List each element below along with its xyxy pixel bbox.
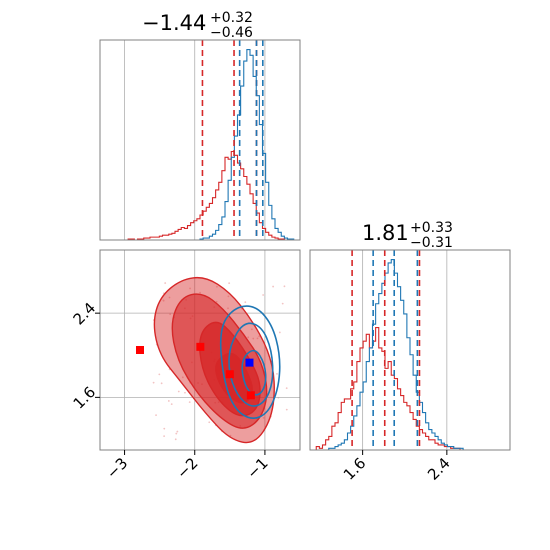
scatter-dot: [216, 285, 218, 288]
scatter-dot: [215, 300, 218, 303]
scatter-dot: [160, 382, 163, 385]
scatter-dot: [278, 331, 281, 334]
scatter-dot: [176, 430, 179, 433]
scatter-dot: [164, 282, 167, 284]
scatter-dot: [174, 438, 177, 441]
scatter-dot: [181, 376, 184, 379]
x-tick-label-param0: −1: [243, 454, 271, 482]
title-param1-minus: −0.31: [410, 235, 453, 251]
x-tick-label-param1: 2.4: [424, 454, 454, 484]
title-param1: 1.81: [362, 221, 409, 245]
scatter-dot: [256, 337, 259, 340]
scatter-dot: [227, 307, 229, 310]
scatter-dot: [158, 373, 161, 376]
scatter-dot: [175, 432, 178, 435]
title-param0-plus: +0.32: [210, 10, 253, 26]
contour-blue: [241, 349, 267, 396]
scatter-dot: [285, 387, 288, 390]
axes-background: [100, 40, 300, 240]
scatter-dot: [163, 427, 166, 430]
scatter-dot: [199, 291, 201, 294]
axes-frame: [99, 249, 301, 451]
point-marker-red: [136, 346, 144, 354]
scatter-dot: [229, 434, 232, 437]
joint-density-panel: −3 −2 −1 1.6 2.4: [70, 249, 301, 482]
scatter-dot: [250, 328, 253, 331]
scatter-dot: [162, 299, 165, 302]
x-tick-label-param1: 1.6: [340, 454, 370, 484]
scatter-dot: [281, 302, 284, 305]
scatter-dot: [272, 285, 275, 288]
scatter-dot: [167, 400, 170, 402]
scatter-dot: [188, 401, 191, 404]
point-marker-red: [225, 370, 234, 379]
marginal-histogram-param1: 1.6 2.4: [309, 249, 511, 484]
point-marker-red: [196, 342, 205, 351]
histogram-red: [100, 150, 300, 241]
scatter-dot: [258, 335, 261, 338]
axes-frame: [309, 249, 511, 451]
axes-frame: [99, 39, 301, 241]
scatter-dot: [155, 414, 157, 416]
scatter-dot: [276, 372, 278, 375]
contour-red: [215, 352, 253, 404]
scatter-dot: [244, 301, 247, 304]
contour-blue: [219, 305, 281, 419]
scatter-dot: [283, 285, 286, 288]
scatter-dot: [152, 381, 155, 384]
y-tick-label-param1: 1.6: [70, 383, 100, 413]
title-param0-minus: −0.46: [210, 25, 253, 41]
scatter-dot: [184, 391, 186, 394]
scatter-dot: [168, 296, 171, 299]
scatter-dot: [247, 336, 250, 339]
point-marker-blue: [245, 358, 254, 367]
scatter-dot: [163, 435, 166, 438]
scatter-dot: [227, 295, 230, 298]
scatter-dot: [177, 390, 180, 393]
scatter-dot: [262, 416, 265, 419]
scatter-dot: [252, 337, 255, 340]
title-param0: −1.44: [142, 11, 206, 35]
scatter-dot: [208, 421, 211, 424]
title-param0-value: −1.44: [142, 11, 206, 35]
point-marker-red: [246, 391, 255, 400]
x-tick-label-param0: −2: [173, 454, 201, 482]
scatter-dot: [170, 403, 173, 406]
marginal-histogram-param0: [99, 39, 301, 241]
y-tick-label-param1: 2.4: [70, 299, 100, 329]
histogram-blue: [310, 258, 510, 451]
scatter-dot: [189, 287, 191, 290]
scatter-dot: [228, 282, 231, 285]
scatter-dot: [169, 313, 172, 316]
x-tick-label-param0: −3: [103, 454, 131, 482]
title-param1-plus: +0.33: [410, 220, 453, 236]
scatter-dot: [262, 294, 265, 296]
title-param1-value: 1.81: [362, 221, 409, 245]
scatter-dot: [285, 408, 288, 411]
